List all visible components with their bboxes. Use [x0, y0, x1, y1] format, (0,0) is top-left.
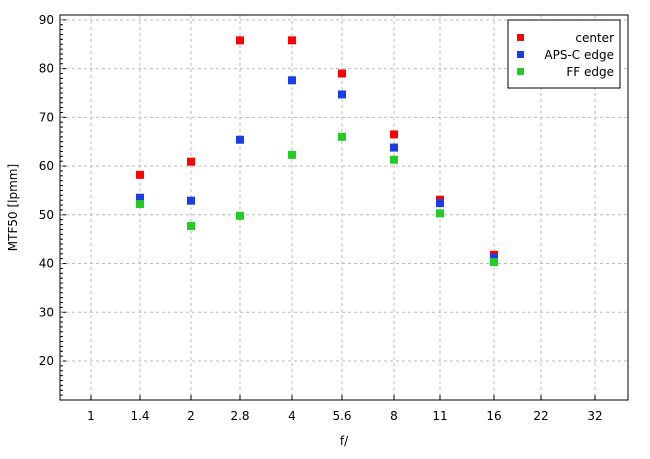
data-point — [338, 132, 346, 141]
data-point — [390, 155, 398, 164]
data-point — [338, 69, 346, 78]
plot-frame — [59, 14, 629, 401]
data-point — [338, 90, 346, 99]
data-point — [136, 170, 144, 179]
data-point — [236, 211, 244, 220]
x-tick-label: 2.8 — [230, 409, 249, 423]
data-point — [288, 36, 296, 45]
x-tick-label: 11 — [432, 409, 447, 423]
data-point — [490, 258, 498, 267]
data-point — [187, 196, 195, 205]
x-tick-label: 1 — [87, 409, 95, 423]
y-tick-label: 30 — [39, 305, 54, 319]
data-point — [236, 135, 244, 144]
data-point — [187, 157, 195, 166]
legend-label: FF edge — [566, 65, 614, 79]
data-point — [136, 200, 144, 209]
x-tick-label: 22 — [533, 409, 548, 423]
data-point — [136, 193, 144, 202]
legend-label: APS-C edge — [544, 48, 614, 62]
legend-marker — [517, 68, 524, 75]
data-point — [187, 222, 195, 231]
data-point — [390, 143, 398, 152]
y-tick-label: 90 — [39, 13, 54, 27]
x-tick-label: 2 — [187, 409, 195, 423]
y-tick-label: 50 — [39, 208, 54, 222]
y-tick-label: 60 — [39, 159, 54, 173]
x-axis-label: f/ — [340, 434, 349, 448]
x-tick-label: 32 — [587, 409, 602, 423]
legend-label: center — [575, 31, 614, 45]
x-tick-label: 1.4 — [130, 409, 149, 423]
data-point — [288, 76, 296, 85]
x-tick-label: 4 — [288, 409, 296, 423]
x-tick-label: 8 — [390, 409, 398, 423]
x-tick-label: 16 — [486, 409, 501, 423]
y-tick-label: 70 — [39, 110, 54, 124]
data-point — [436, 199, 444, 208]
legend-marker — [517, 51, 524, 58]
x-tick-label: 5.6 — [332, 409, 351, 423]
legend-box — [507, 19, 621, 89]
data-point — [390, 130, 398, 139]
legend-marker — [517, 34, 524, 41]
data-point — [288, 150, 296, 159]
y-tick-label: 20 — [39, 354, 54, 368]
y-tick-label: 40 — [39, 257, 54, 271]
data-point — [236, 36, 244, 45]
data-point — [490, 253, 498, 262]
y-axis-label: MTF50 [lpmm] — [6, 164, 20, 251]
y-tick-label: 80 — [39, 62, 54, 76]
data-point — [436, 209, 444, 218]
